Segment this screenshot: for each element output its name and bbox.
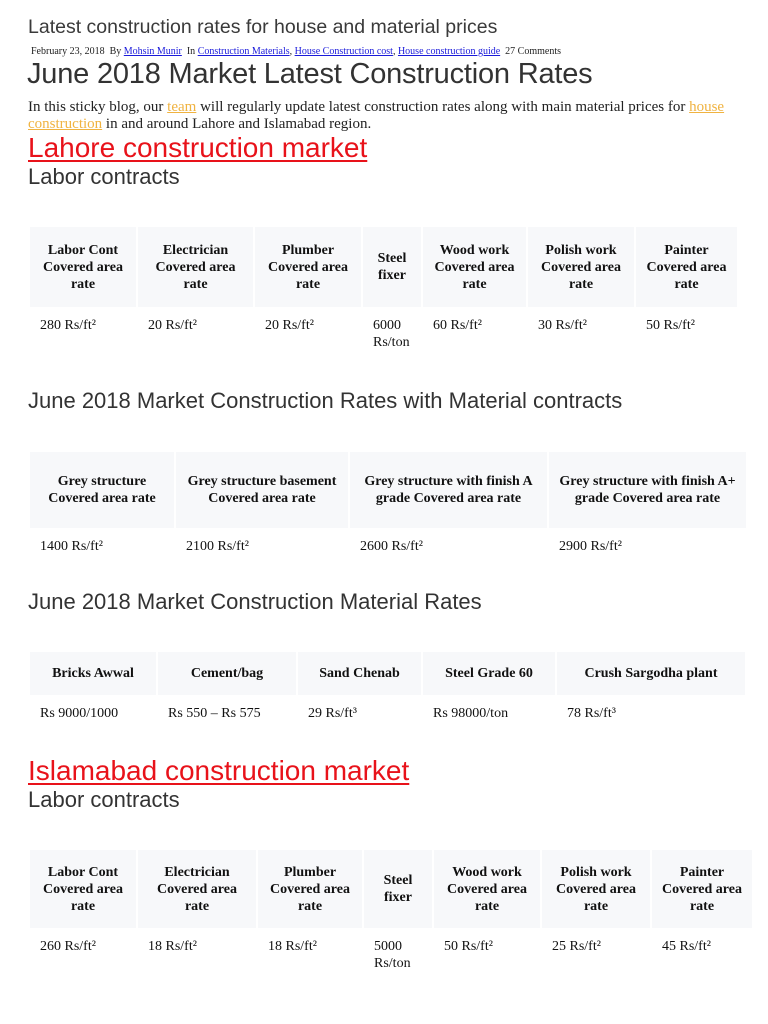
islamabad-labor-table: Labor Cont Covered area rate Electrician… — [28, 850, 754, 972]
table-cell: 6000 Rs/ton — [373, 318, 410, 350]
intro-text-2: will regularly update latest constructio… — [196, 99, 690, 115]
team-link[interactable]: team — [167, 99, 197, 115]
column-header: Grey structure basement Covered area rat… — [176, 452, 348, 528]
table-cell: 2100 Rs/ft² — [186, 539, 249, 554]
table-cell: 2600 Rs/ft² — [360, 539, 423, 554]
column-header: Grey structure Covered area rate — [30, 452, 174, 528]
column-header: Sand Chenab — [298, 652, 421, 695]
intro-text-3: in and around Lahore and Islamabad regio… — [102, 116, 372, 132]
table-cell: 260 Rs/ft² — [40, 939, 96, 954]
column-header: Electrician Covered area rate — [138, 227, 253, 307]
comments-count[interactable]: 27 Comments — [505, 46, 561, 57]
table-cell: Rs 550 – Rs 575 — [168, 706, 261, 721]
category-link-house-construction-guide[interactable]: House construction guide — [397, 46, 501, 57]
table-cell: 30 Rs/ft² — [538, 318, 587, 333]
material-rates-table: Bricks Awwal Cement/bag Sand Chenab Stee… — [28, 652, 747, 722]
table-header-row: Grey structure Covered area rate Grey st… — [30, 452, 746, 528]
post-meta: February 23, 2018 By Mohsin Munir In Con… — [31, 46, 561, 57]
column-header: Painter Covered area rate — [652, 850, 752, 928]
column-header: Crush Sargodha plant — [557, 652, 745, 695]
column-header: Plumber Covered area rate — [255, 227, 361, 307]
column-header: Cement/bag — [158, 652, 296, 695]
column-header: Steel fixer — [363, 227, 421, 307]
table-header-row: Bricks Awwal Cement/bag Sand Chenab Stee… — [30, 652, 745, 695]
post-date: February 23, 2018 — [31, 46, 105, 57]
column-header: Labor Cont Covered area rate — [30, 850, 136, 928]
column-header: Bricks Awwal — [30, 652, 156, 695]
table-cell: 60 Rs/ft² — [433, 318, 482, 333]
table-cell: 1400 Rs/ft² — [40, 539, 103, 554]
table-cell: Rs 9000/1000 — [40, 706, 119, 721]
table-cell: 29 Rs/ft³ — [308, 706, 357, 721]
table-cell: 18 Rs/ft² — [268, 939, 317, 954]
table-cell: 2900 Rs/ft² — [559, 539, 622, 554]
material-rates-heading: June 2018 Market Construction Material R… — [28, 589, 482, 614]
table-row: 1400 Rs/ft² 2100 Rs/ft² 2600 Rs/ft² 2900… — [30, 528, 746, 555]
table-cell: 50 Rs/ft² — [646, 318, 695, 333]
column-header: Steel Grade 60 — [423, 652, 555, 695]
table-cell: 25 Rs/ft² — [552, 939, 601, 954]
column-header: Polish work Covered area rate — [528, 227, 634, 307]
table-header-row: Labor Cont Covered area rate Electrician… — [30, 227, 737, 307]
table-cell: 5000 Rs/ton — [374, 939, 411, 971]
islamabad-market-heading[interactable]: Islamabad construction market — [28, 755, 410, 786]
table-cell: 18 Rs/ft² — [148, 939, 197, 954]
in-label: In — [186, 46, 196, 57]
column-header: Wood work Covered area rate — [423, 227, 526, 307]
table-row: 280 Rs/ft² 20 Rs/ft² 20 Rs/ft² 6000 Rs/t… — [30, 307, 737, 351]
post-title: Latest construction rates for house and … — [28, 16, 498, 38]
table-cell: 20 Rs/ft² — [265, 318, 314, 333]
by-label: By — [109, 46, 122, 57]
islamabad-labor-heading: Labor contracts — [28, 787, 180, 812]
table-cell: 50 Rs/ft² — [444, 939, 493, 954]
column-header: Polish work Covered area rate — [542, 850, 650, 928]
column-header: Steel fixer — [364, 850, 432, 928]
intro-text-1: In this sticky blog, our — [28, 99, 168, 115]
page-title: June 2018 Market Latest Construction Rat… — [27, 58, 593, 90]
table-cell: 78 Rs/ft³ — [567, 706, 616, 721]
author-link[interactable]: Mohsin Munir — [123, 46, 182, 57]
table-cell: Rs 98000/ton — [433, 706, 509, 721]
lahore-market-heading[interactable]: Lahore construction market — [28, 132, 368, 163]
table-row: Rs 9000/1000 Rs 550 – Rs 575 29 Rs/ft³ R… — [30, 695, 745, 722]
table-cell: 20 Rs/ft² — [148, 318, 197, 333]
intro-paragraph: In this sticky blog, our team will regul… — [28, 99, 748, 133]
house-construction-link[interactable]: house construction — [28, 99, 725, 132]
column-header: Wood work Covered area rate — [434, 850, 540, 928]
column-header: Grey structure with finish A grade Cover… — [350, 452, 547, 528]
column-header: Plumber Covered area rate — [258, 850, 362, 928]
category-link-construction-materials[interactable]: Construction Materials — [197, 46, 290, 57]
material-contracts-table: Grey structure Covered area rate Grey st… — [28, 452, 748, 555]
table-cell: 45 Rs/ft² — [662, 939, 711, 954]
table-row: 260 Rs/ft² 18 Rs/ft² 18 Rs/ft² 5000 Rs/t… — [30, 928, 752, 972]
material-contracts-heading: June 2018 Market Construction Rates with… — [28, 388, 623, 413]
column-header: Electrician Covered area rate — [138, 850, 256, 928]
table-cell: 280 Rs/ft² — [40, 318, 96, 333]
column-header: Grey structure with finish A+ grade Cove… — [549, 452, 746, 528]
lahore-labor-table: Labor Cont Covered area rate Electrician… — [28, 227, 739, 351]
category-link-house-construction-cost[interactable]: House Construction cost — [294, 46, 393, 57]
lahore-labor-heading: Labor contracts — [28, 164, 180, 189]
column-header: Labor Cont Covered area rate — [30, 227, 136, 307]
column-header: Painter Covered area rate — [636, 227, 737, 307]
table-header-row: Labor Cont Covered area rate Electrician… — [30, 850, 752, 928]
